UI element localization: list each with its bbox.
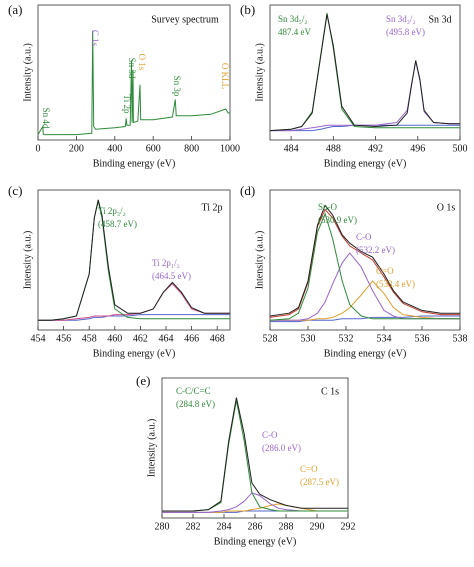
x-tick-label: 500: [453, 143, 468, 154]
spectrum-line: [269, 208, 460, 318]
y-axis-label: Intensity (a.u.): [254, 43, 265, 102]
x-tick-label: 0: [36, 143, 41, 154]
peak-annotation: O KLL: [220, 63, 230, 89]
peak-annotation: (284.8 eV): [176, 399, 215, 409]
x-tick-label: 456: [56, 333, 71, 344]
x-tick-label: 286: [248, 521, 263, 532]
spectrum-line: [269, 212, 460, 321]
x-tick-label: 460: [107, 333, 122, 344]
panel-title: Ti 2p: [201, 202, 222, 213]
peak-annotation: C=O: [376, 266, 394, 276]
peak-annotation: Sn 4d: [41, 108, 51, 129]
x-tick-label: 528: [263, 333, 278, 344]
spectrum-line: [38, 314, 230, 321]
x-axis-label: Binding energy (eV): [324, 158, 407, 169]
plot-frame: [269, 189, 461, 331]
peak-annotation: C-O: [356, 232, 372, 242]
spectrum-line: [270, 61, 460, 132]
x-tick-label: 290: [310, 521, 325, 532]
x-tick-label: 464: [159, 333, 174, 344]
peak-annotation: C=O: [300, 464, 318, 474]
peak-annotation: C 1s: [90, 30, 100, 47]
spectrum-line: [38, 283, 230, 321]
panel-label: (e): [136, 373, 150, 388]
peak-annotation: 487.4 eV: [278, 27, 311, 37]
x-tick-label: 288: [279, 521, 294, 532]
x-tick-label: 282: [186, 521, 201, 532]
spectrum-line: [269, 204, 460, 317]
y-axis-label: Intensity (a.u.): [22, 231, 33, 290]
x-tick-label: 536: [415, 333, 430, 344]
peak-annotation: Ti 2p: [122, 95, 132, 114]
x-tick-label: 492: [368, 143, 383, 154]
peak-annotation: O 1s: [137, 54, 147, 71]
plot-frame: [37, 189, 231, 331]
x-tick-label: 530: [301, 333, 316, 344]
peak-annotation: (464.5 eV): [152, 271, 191, 281]
x-axis-label: Binding energy (eV): [214, 536, 297, 547]
y-axis-label: Intensity (a.u.): [146, 419, 157, 478]
panel-label: (a): [8, 2, 22, 17]
panel-title: Survey spectrum: [151, 14, 219, 25]
panel-title: O 1s: [437, 202, 456, 213]
peak-annotation: Sn 3d₃/₂: [386, 14, 416, 24]
x-tick-label: 466: [184, 333, 199, 344]
peak-annotation: C-C/C=C: [176, 386, 211, 396]
spectrum-line: [270, 252, 460, 321]
panel-label: (c): [8, 183, 22, 198]
x-tick-label: 488: [326, 143, 341, 154]
panel-title: C 1s: [321, 386, 339, 397]
x-tick-label: 800: [184, 143, 199, 154]
x-tick-label: 538: [453, 333, 468, 344]
x-tick-label: 1000: [220, 143, 240, 154]
y-axis-label: Intensity (a.u.): [254, 231, 265, 290]
peak-annotation: C-O: [262, 430, 278, 440]
peak-annotation: (530.9 eV): [318, 215, 357, 225]
peak-annotation: Ti 2p₃/₂: [98, 206, 126, 216]
x-tick-label: 600: [146, 143, 161, 154]
x-tick-label: 534: [377, 333, 392, 344]
peak-annotation: (286.0 eV): [262, 443, 301, 453]
x-tick-label: 280: [155, 521, 170, 532]
peak-annotation: Sn 3d₅/₂: [278, 14, 308, 24]
plot-frame: [37, 4, 231, 141]
spectrum-line: [37, 30, 230, 136]
x-axis-label: Binding energy (eV): [93, 158, 176, 169]
x-tick-label: 468: [210, 333, 225, 344]
panel-label: (d): [240, 183, 255, 198]
spectrum-line: [162, 397, 348, 512]
x-axis-label: Binding energy (eV): [93, 348, 176, 359]
peak-annotation: (533.4 eV): [376, 279, 415, 289]
x-tick-label: 462: [133, 333, 148, 344]
x-axis-label: Binding energy (eV): [324, 348, 407, 359]
peak-annotation: Sn 3p: [172, 76, 182, 97]
x-tick-label: 454: [31, 333, 46, 344]
x-tick-label: 284: [217, 521, 232, 532]
peak-annotation: (495.8 eV): [386, 27, 425, 37]
y-axis-label: Intensity (a.u.): [22, 43, 33, 102]
x-tick-label: 496: [410, 143, 425, 154]
spectrum-line: [269, 14, 460, 132]
peak-annotation: (287.5 eV): [300, 477, 339, 487]
x-tick-label: 458: [82, 333, 97, 344]
spectrum-line: [38, 199, 230, 321]
x-tick-label: 200: [69, 143, 84, 154]
peak-annotation: Ti 2p₁/₂: [152, 258, 180, 268]
x-tick-label: 484: [284, 143, 299, 154]
x-tick-label: 400: [107, 143, 122, 154]
peak-annotation: (532.2 eV): [356, 245, 395, 255]
panel-label: (b): [240, 2, 255, 17]
x-tick-label: 532: [339, 333, 354, 344]
peak-annotation: (458.7 eV): [98, 219, 137, 229]
peak-annotation: Sn-O: [318, 202, 338, 212]
x-tick-label: 292: [341, 521, 356, 532]
plot-frame: [269, 4, 461, 141]
peak-annotation: Sn 3d: [127, 58, 137, 79]
panel-title: Sn 3d: [428, 14, 451, 25]
spectrum-line: [270, 280, 460, 321]
